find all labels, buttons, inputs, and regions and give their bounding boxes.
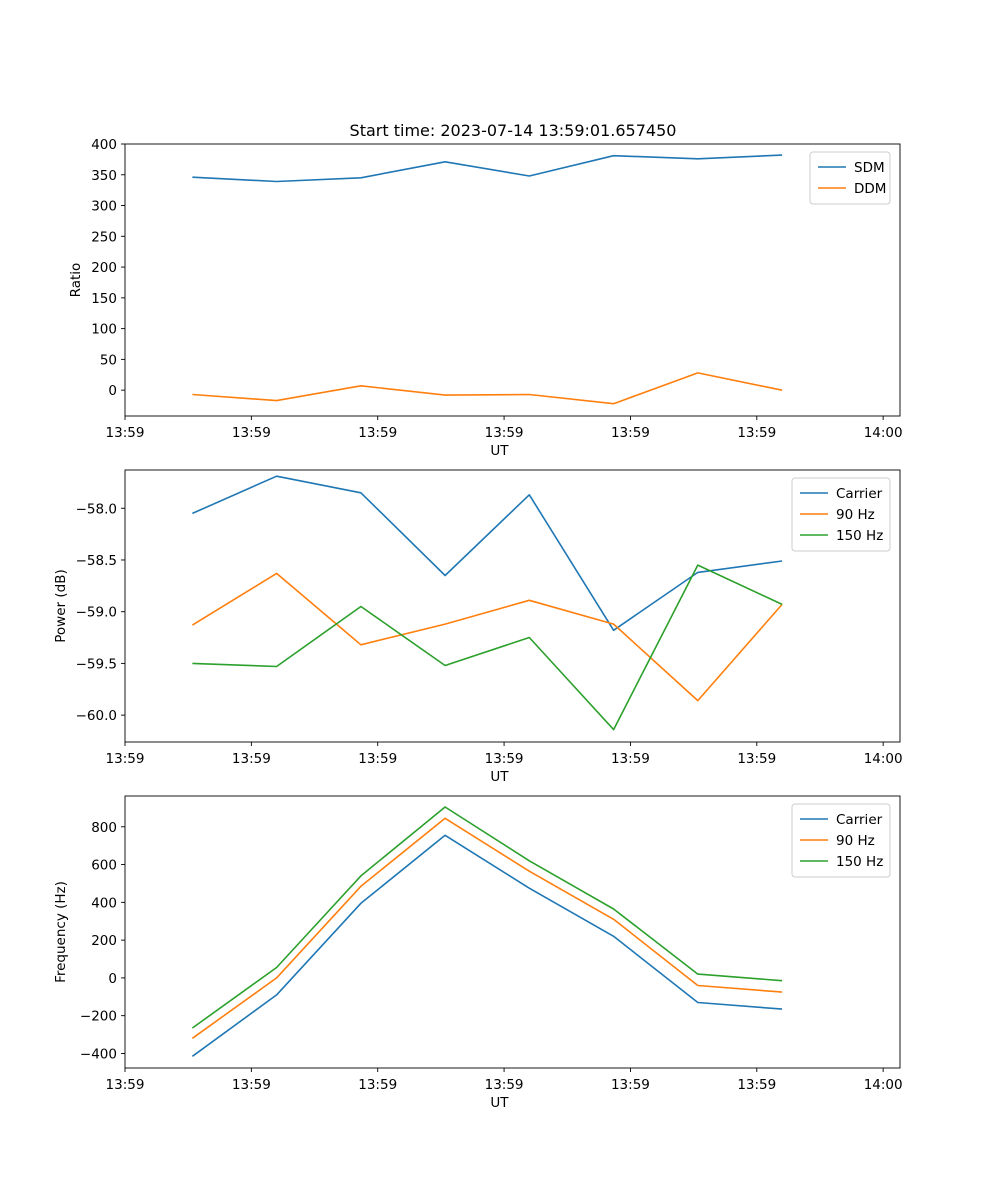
x-tick-label: 13:59: [232, 751, 271, 767]
x-tick-label: 13:59: [737, 1077, 776, 1093]
chart-2: 13:59 13:59 13:59 13:59 13:59 13:59 14:00 −60.0…: [53, 469, 903, 785]
legend: SDM DDM: [809, 151, 891, 205]
series-line-carrier: [192, 475, 783, 632]
series-line-150-hz: [191, 806, 783, 1029]
legend-label: SDM: [854, 160, 885, 176]
x-tick-label: 13:59: [106, 1077, 145, 1093]
y-tick-label: 0: [108, 971, 117, 987]
legend-label: Carrier: [836, 812, 883, 828]
y-tick-label: 800: [91, 820, 117, 836]
y-tick-label: −60.0: [76, 708, 117, 724]
y-tick-label: 350: [91, 168, 117, 184]
x-tick-label: 13:59: [232, 1077, 271, 1093]
y-tick-label: −200: [80, 1009, 117, 1025]
x-tick-label: 13:59: [737, 751, 776, 767]
x-tick-label: 13:59: [485, 425, 524, 441]
x-axis-label: UT: [490, 769, 509, 785]
legend-label: 90 Hz: [836, 507, 875, 523]
x-tick-label: 13:59: [485, 1077, 524, 1093]
series-line-90-hz: [191, 817, 783, 1039]
legend-box: [791, 477, 891, 552]
axes-frame: [124, 469, 901, 743]
x-tick-label: 14:00: [864, 1077, 903, 1093]
legend: Carrier 90 Hz 150 Hz: [791, 803, 891, 878]
x-axis-label: UT: [490, 443, 509, 459]
y-tick-label: 600: [91, 858, 117, 874]
axes-frame: [124, 795, 901, 1069]
y-tick-label: −58.5: [76, 553, 117, 569]
y-tick-label: 250: [91, 229, 117, 245]
x-tick-label: 13:59: [611, 425, 650, 441]
y-tick-label: 200: [91, 260, 117, 276]
y-axis-label: Power (dB): [53, 569, 69, 642]
series-line-carrier: [191, 834, 783, 1057]
x-tick-label: 13:59: [737, 425, 776, 441]
y-tick-label: −400: [80, 1046, 117, 1062]
legend-label: 150 Hz: [836, 528, 883, 544]
y-tick-label: −58.0: [76, 501, 117, 517]
legend-label: 90 Hz: [836, 833, 875, 849]
chart-1: 13:59 13:59 13:59 13:59 13:59 13:59 14:00 0 50 10…: [68, 137, 903, 459]
y-tick-label: 400: [91, 895, 117, 911]
y-axis-label: Ratio: [68, 263, 84, 298]
y-tick-label: 100: [91, 322, 117, 338]
series-line-150-hz: [192, 564, 783, 731]
y-tick-label: 150: [91, 291, 117, 307]
legend: Carrier 90 Hz 150 Hz: [791, 477, 891, 552]
legend-label: 150 Hz: [836, 854, 883, 870]
y-tick-label: −59.5: [76, 656, 117, 672]
series-line-ddm: [192, 372, 783, 405]
x-tick-label: 13:59: [358, 751, 397, 767]
y-tick-label: 50: [100, 352, 117, 368]
chart-3: 13:59 13:59 13:59 13:59 13:59 13:59 14:00 −400 −…: [53, 795, 903, 1111]
legend-box: [791, 803, 891, 878]
y-tick-label: −59.0: [76, 605, 117, 621]
x-tick-label: 13:59: [358, 1077, 397, 1093]
x-tick-label: 13:59: [485, 751, 524, 767]
figure-title: Start time: 2023-07-14 13:59:01.657450: [350, 121, 677, 140]
x-tick-label: 13:59: [611, 1077, 650, 1093]
x-tick-label: 13:59: [611, 751, 650, 767]
series-line-90-hz: [191, 572, 783, 702]
legend-label: DDM: [854, 181, 886, 197]
x-tick-label: 13:59: [358, 425, 397, 441]
y-tick-label: 0: [108, 383, 117, 399]
x-tick-label: 14:00: [864, 751, 903, 767]
x-tick-label: 13:59: [106, 425, 145, 441]
y-tick-label: 300: [91, 199, 117, 215]
x-tick-label: 14:00: [864, 425, 903, 441]
axes-frame: [124, 143, 901, 417]
y-tick-label: 400: [91, 137, 117, 153]
x-tick-label: 13:59: [106, 751, 145, 767]
x-axis-label: UT: [490, 1095, 509, 1111]
y-axis-label: Frequency (Hz): [53, 881, 69, 983]
series-line-sdm: [192, 154, 783, 183]
legend-box: [809, 151, 891, 205]
x-tick-label: 13:59: [232, 425, 271, 441]
y-tick-label: 200: [91, 933, 117, 949]
legend-label: Carrier: [836, 486, 883, 502]
